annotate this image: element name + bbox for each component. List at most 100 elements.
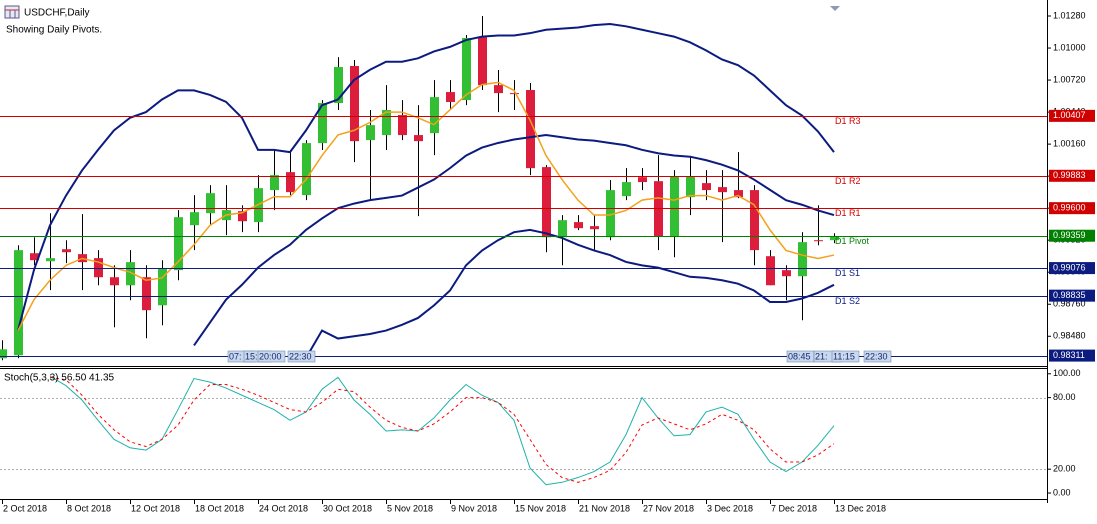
chart-icon — [4, 5, 20, 19]
pivot-price-box — [1049, 169, 1095, 182]
session-box — [831, 350, 860, 363]
candle-body — [766, 256, 775, 286]
pivot-name: D1 S2 — [835, 296, 860, 306]
candle-body — [606, 190, 615, 238]
candle-body — [590, 226, 599, 230]
indicator-line — [305, 228, 835, 359]
pivot-price-box — [1049, 349, 1095, 362]
y-tick-label: 20.00 — [1053, 464, 1076, 474]
candle-body — [542, 167, 551, 238]
candle-body — [782, 270, 791, 277]
session-label: 21: — [815, 351, 828, 361]
pivot-price-box — [1049, 202, 1095, 215]
x-tick-label: 5 Nov 2018 — [387, 503, 433, 513]
pivot-price-box — [1049, 289, 1095, 302]
pivot-name: D1 R2 — [835, 176, 861, 186]
stoch-line — [49, 376, 835, 483]
pivot-name: D1 S1 — [835, 268, 860, 278]
candle-body — [830, 236, 839, 241]
session-box — [287, 350, 316, 363]
axes: 1.012801.010001.007201.004401.001600.998… — [2, 10, 1095, 513]
candle-body — [638, 177, 647, 183]
indicator-line — [17, 81, 835, 331]
pivot-price-label: 0.99359 — [1053, 230, 1086, 240]
chart-symbol: USDCHF,Daily — [24, 8, 90, 19]
candle-body — [734, 190, 743, 198]
candle-body — [270, 175, 279, 191]
candle-body — [334, 67, 343, 104]
candle-body — [0, 349, 7, 359]
session-label: 11:15 — [833, 351, 855, 361]
x-tick-label: 15 Nov 2018 — [515, 503, 566, 513]
pivot-name: D1 R3 — [835, 116, 861, 126]
pivot-price-box — [1049, 229, 1095, 242]
pivot-name: D1 Pivot — [835, 236, 870, 246]
pivot-note: Showing Daily Pivots. — [6, 25, 102, 36]
session-label: 22:30 — [289, 351, 312, 361]
candle-body — [670, 176, 679, 237]
session-label: 20:00 — [259, 351, 282, 361]
y-tick-label: 100.00 — [1053, 368, 1081, 378]
candle-body — [158, 268, 167, 306]
pivot-price-label: 0.98311 — [1053, 350, 1085, 360]
candle-body — [622, 182, 631, 197]
x-tick-label: 13 Dec 2018 — [835, 503, 886, 513]
candle-body — [398, 115, 407, 136]
candle-body — [238, 211, 247, 222]
pivot-price-box — [1049, 262, 1095, 275]
candle-body — [446, 92, 455, 103]
indicator-line — [193, 133, 835, 346]
x-tick-label: 24 Oct 2018 — [259, 503, 308, 513]
session-label: 07: — [229, 351, 242, 361]
y-tick-label: 80.00 — [1053, 392, 1076, 402]
session-box — [863, 350, 892, 363]
candle-body — [174, 217, 183, 271]
candle-body — [558, 220, 567, 238]
candle-body — [494, 85, 503, 94]
session-label: 08:45 — [788, 351, 811, 361]
candle-body — [702, 183, 711, 191]
candle-body — [14, 250, 23, 356]
x-tick-label: 8 Oct 2018 — [67, 503, 111, 513]
y-tick-label: 1.00160 — [1053, 138, 1086, 148]
candle-body — [126, 262, 135, 286]
candle-body — [350, 65, 359, 142]
candle-body — [142, 277, 151, 311]
y-tick-label: 1.00720 — [1053, 74, 1086, 84]
candle-body — [318, 103, 327, 144]
candle-body — [382, 110, 391, 136]
pivot-price-label: 0.99600 — [1053, 203, 1086, 213]
candle-body — [798, 242, 807, 277]
candle-body — [46, 258, 55, 262]
x-tick-label: 7 Dec 2018 — [771, 503, 817, 513]
candle-body — [526, 90, 535, 169]
pivot-price-box — [1049, 109, 1095, 122]
indicator-line — [17, 23, 835, 331]
candle-body — [206, 193, 215, 214]
pivot-price-label: 0.99883 — [1053, 170, 1086, 180]
x-tick-label: 30 Oct 2018 — [323, 503, 372, 513]
x-tick-label: 21 Nov 2018 — [579, 503, 630, 513]
session-label: 15: — [245, 351, 258, 361]
y-tick-label: 1.01280 — [1053, 10, 1086, 20]
stoch-title: Stoch(5,3,3) 56.50 41.35 — [4, 373, 115, 384]
candle-body — [286, 172, 295, 193]
candle-body — [430, 97, 439, 134]
candle-body — [462, 37, 471, 101]
candle-body — [574, 222, 583, 229]
y-tick-label: 0.98760 — [1053, 299, 1086, 309]
pivot-name: D1 R1 — [835, 208, 861, 218]
candle-body — [302, 143, 311, 196]
pivot-price-label: 0.99076 — [1053, 262, 1086, 272]
candle-body — [366, 125, 375, 141]
candle-body — [478, 37, 487, 86]
chart-header: USDCHF,Daily Showing Daily Pivots. Stoch… — [4, 5, 115, 384]
session-box — [257, 350, 286, 363]
y-tick-label: 0.00 — [1053, 487, 1071, 497]
candle-body — [814, 240, 823, 242]
shift-marker — [830, 6, 840, 11]
